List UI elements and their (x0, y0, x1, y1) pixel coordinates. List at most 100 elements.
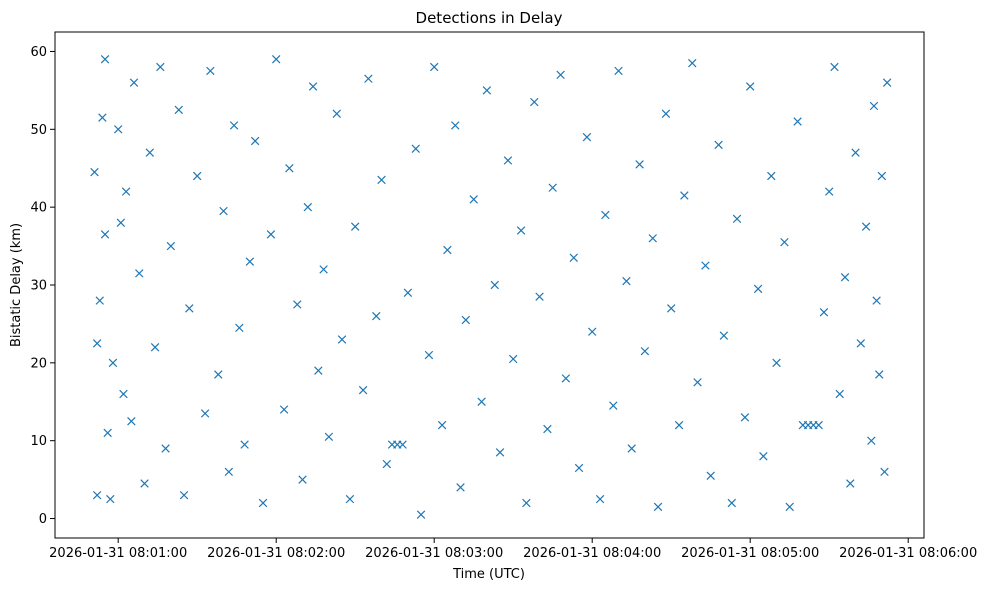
data-point (840, 272, 850, 282)
data-point (772, 358, 781, 368)
data-point (279, 405, 289, 414)
data-point (490, 280, 499, 290)
data-point (200, 409, 210, 418)
x-tick-label: 2026-01-31 08:03:00 (365, 546, 503, 561)
data-point (129, 78, 139, 87)
data-point (451, 121, 460, 130)
data-point (106, 494, 115, 504)
data-point (308, 82, 318, 91)
data-point (98, 113, 107, 122)
data-point (121, 187, 131, 196)
data-point (482, 86, 492, 95)
data-point (635, 160, 644, 169)
data-point (377, 175, 386, 185)
data-point (719, 331, 729, 340)
data-point (108, 358, 118, 368)
x-tick-label: 2026-01-31 08:01:00 (49, 546, 187, 561)
data-point (116, 218, 126, 227)
data-point (587, 327, 597, 336)
data-point (140, 479, 149, 488)
y-tick-label: 30 (30, 279, 47, 294)
data-point (614, 66, 623, 76)
data-point (875, 370, 884, 379)
data-point (627, 444, 636, 453)
data-point (358, 385, 368, 395)
data-point (706, 471, 715, 480)
y-tick-label: 0 (39, 512, 47, 527)
data-point (640, 346, 650, 356)
plot-frame (54, 31, 925, 539)
data-point (245, 257, 255, 266)
data-point (653, 502, 663, 512)
data-point (732, 214, 742, 224)
data-point (92, 490, 102, 500)
data-point (595, 494, 605, 504)
data-point (156, 62, 165, 72)
data-point (601, 210, 610, 220)
data-point (350, 222, 360, 231)
data-point (582, 132, 592, 142)
data-point (680, 191, 689, 200)
points-layer (90, 55, 892, 519)
data-point (648, 234, 657, 243)
data-point (740, 413, 750, 422)
data-point (666, 304, 676, 313)
data-point (609, 401, 618, 410)
data-point (324, 432, 334, 442)
data-point (314, 366, 323, 375)
data-point (556, 70, 565, 80)
data-point (364, 74, 373, 83)
data-point (477, 397, 486, 406)
data-point (92, 339, 102, 348)
data-point (224, 467, 234, 477)
data-point (456, 483, 465, 492)
data-point (235, 323, 244, 333)
data-point (345, 494, 355, 504)
data-point (372, 311, 381, 321)
data-point (535, 292, 544, 301)
data-point (337, 335, 347, 344)
data-point (382, 459, 392, 469)
y-tick-label: 10 (30, 434, 47, 449)
data-point (250, 136, 260, 146)
data-point (622, 276, 631, 286)
data-point (872, 296, 881, 305)
data-point (332, 109, 341, 118)
data-point (293, 300, 302, 309)
data-point (174, 105, 183, 115)
data-point (229, 121, 239, 130)
data-point (240, 440, 249, 449)
data-point (569, 253, 578, 262)
data-point (150, 343, 160, 352)
data-point (266, 230, 276, 239)
data-point (846, 479, 855, 488)
data-point (90, 167, 99, 177)
data-point (127, 417, 136, 426)
data-point (851, 148, 860, 157)
data-point (429, 62, 439, 72)
data-point (103, 428, 112, 438)
data-point (830, 62, 839, 72)
data-point (753, 284, 763, 294)
data-point (166, 241, 176, 251)
data-point (319, 265, 328, 274)
x-tick-label: 2026-01-31 08:02:00 (207, 546, 345, 561)
data-point (95, 296, 104, 305)
data-point (835, 389, 844, 399)
data-point (271, 55, 281, 64)
data-point (688, 58, 697, 68)
data-point (745, 82, 755, 91)
data-point (285, 164, 294, 173)
data-point (785, 502, 794, 512)
x-axis: 2026-01-31 08:01:00 2026-01-31 08:02:00 20… (49, 538, 977, 561)
y-axis-label: Bistatic Delay (km) (9, 223, 24, 347)
data-point (543, 424, 552, 434)
y-tick-label: 60 (30, 45, 47, 60)
data-point (780, 237, 789, 247)
data-point (119, 389, 128, 399)
data-point (161, 444, 170, 453)
data-point (411, 144, 420, 153)
data-point (701, 261, 710, 270)
data-point (819, 308, 829, 317)
data-point (861, 222, 871, 231)
